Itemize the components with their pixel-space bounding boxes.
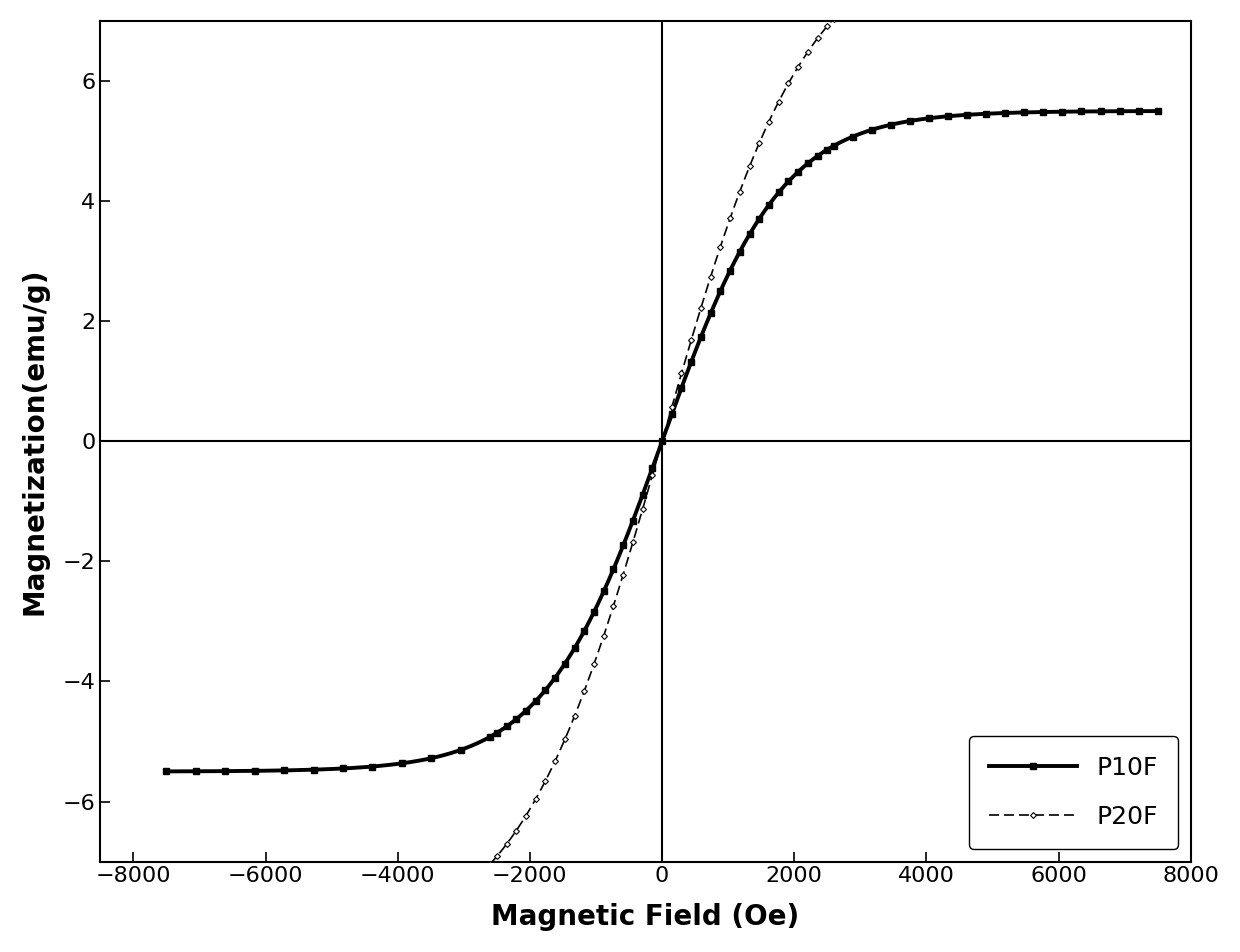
X-axis label: Magnetic Field (Oe): Magnetic Field (Oe) [491, 903, 800, 931]
Legend: P10F, P20F: P10F, P20F [970, 736, 1178, 849]
Y-axis label: Magnetization(emu/g): Magnetization(emu/g) [21, 268, 48, 615]
